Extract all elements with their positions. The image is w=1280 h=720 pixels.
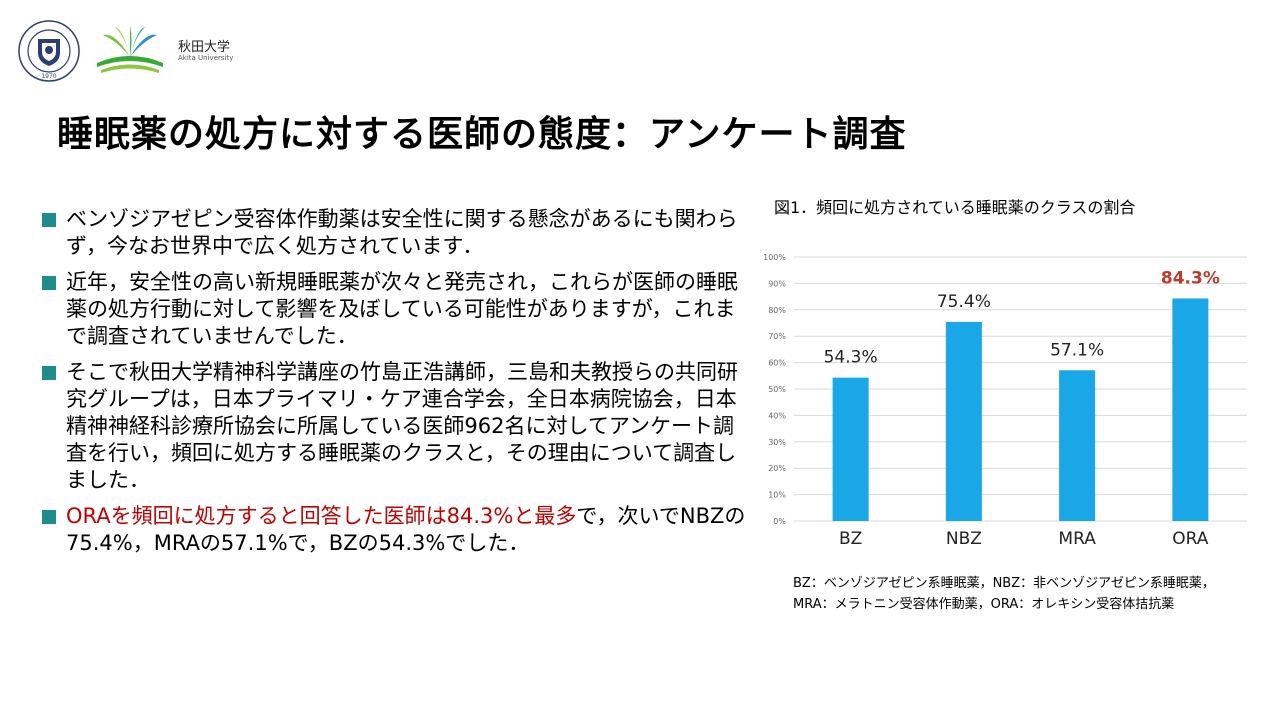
bar-ora (1172, 298, 1209, 521)
seal-year: 1970 (41, 73, 56, 80)
x-category-label: BZ (839, 529, 862, 549)
y-tick-label: 60% (768, 359, 786, 368)
y-tick-label: 100% (763, 253, 786, 262)
bullet-text: そこで秋田大学精神科学講座の竹島正浩講師，三島和夫教授らの共同研究グループは，日… (66, 360, 738, 492)
data-label: 84.3% (1161, 268, 1220, 288)
y-tick-label: 70% (768, 332, 786, 341)
y-tick-label: 80% (768, 306, 786, 315)
bar-chart: 0% 10% 20% 30% 40% 50% 60% 70% 80% 90% 100% 54.3% BZ… (763, 253, 1247, 549)
result-rest-text: で，次いでNBZの75.4%，MRAの57.1%で，BZの54.3%でした． (66, 504, 746, 555)
bullet-square-icon (42, 213, 56, 227)
graduate-school-seal-logo: 1970 (18, 20, 80, 82)
bullet-item: 近年，安全性の高い新規睡眠薬が次々と発売され，これらが医師の睡眠薬の処方行動に対… (40, 269, 750, 350)
bar-nbz (945, 321, 982, 521)
data-label: 57.1% (1050, 340, 1104, 360)
x-category-label: ORA (1172, 529, 1209, 549)
y-tick-label: 10% (768, 491, 786, 500)
bullet-text: 近年，安全性の高い新規睡眠薬が次々と発売され，これらが医師の睡眠薬の処方行動に対… (66, 270, 738, 348)
bar-bz (832, 377, 869, 521)
akita-university-leaf-logo (97, 27, 163, 73)
bullet-square-icon (42, 510, 56, 524)
y-tick-label: 40% (768, 411, 786, 420)
bullet-square-icon (42, 276, 56, 290)
bullet-text: ORAを頻回に処方すると回答した医師は84.3%と最多で，次いでNBZの75.4… (66, 504, 745, 555)
abbreviation-footnote: BZ：ベンゾジアゼピン系睡眠薬，NBZ：非ベンゾジアゼピン系睡眠薬， MRA：メ… (793, 573, 1215, 615)
data-label: 75.4% (937, 292, 991, 312)
x-category-label: NBZ (946, 529, 982, 549)
x-category-label: MRA (1058, 529, 1096, 549)
bullet-item: ベンゾジアゼピン受容体作動薬は安全性に関する懸念があるにも関わらず，今なお世界中… (40, 206, 750, 260)
chart-title: 図1．頻回に処方されている睡眠薬のクラスの割合 (774, 198, 1136, 217)
y-tick-label: 30% (768, 438, 786, 447)
bullet-item-result: ORAを頻回に処方すると回答した医師は84.3%と最多で，次いでNBZの75.4… (40, 503, 750, 557)
bullet-text: ベンゾジアゼピン受容体作動薬は安全性に関する懸念があるにも関わらず，今なお世界中… (66, 207, 738, 258)
footnote-line-1: BZ：ベンゾジアゼピン系睡眠薬，NBZ：非ベンゾジアゼピン系睡眠薬， (793, 576, 1215, 591)
footnote-line-2: MRA：メラトニン受容体作動薬，ORA：オレキシン受容体拮抗薬 (793, 597, 1175, 612)
university-name-jp: 秋田大学 (178, 40, 231, 55)
y-tick-label: 20% (768, 464, 786, 473)
data-label: 54.3% (824, 348, 878, 368)
bullet-square-icon (42, 366, 56, 380)
y-tick-label: 50% (768, 385, 786, 394)
bullet-item: そこで秋田大学精神科学講座の竹島正浩講師，三島和夫教授らの共同研究グループは，日… (40, 359, 750, 494)
y-tick-label: 0% (773, 517, 786, 526)
bullet-list: ベンゾジアゼピン受容体作動薬は安全性に関する懸念があるにも関わらず，今なお世界中… (40, 206, 750, 566)
bar-mra (1059, 370, 1096, 521)
result-highlight-text: ORAを頻回に処方すると回答した医師は84.3%と最多 (66, 504, 577, 528)
slide-title: 睡眠薬の処方に対する医師の態度：アンケート調査 (57, 114, 907, 155)
y-tick-label: 90% (768, 279, 786, 288)
university-name-en: Akita University (178, 54, 234, 62)
